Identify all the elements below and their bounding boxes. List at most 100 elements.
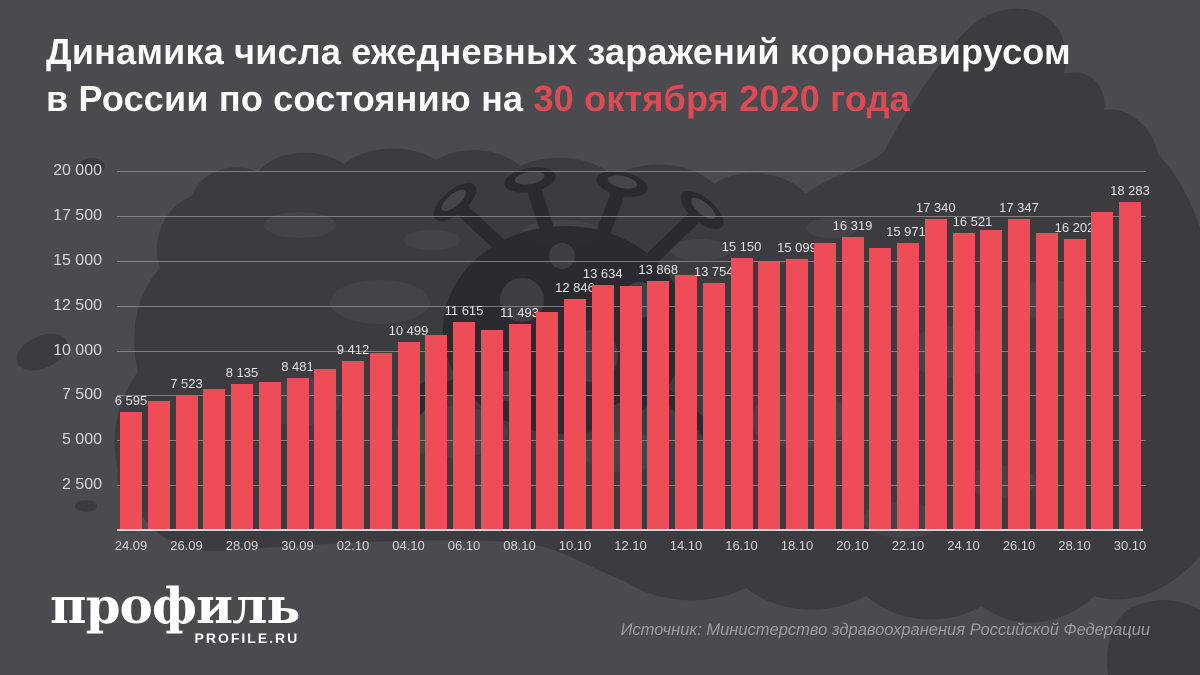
bar-08.10 <box>508 323 531 530</box>
bar-value-label: 16 521 <box>952 214 993 230</box>
gridline-17500 <box>117 215 1146 217</box>
y-tick-label: 12 500 <box>53 296 102 314</box>
bar-25.09 <box>147 400 170 530</box>
bar-24.10 <box>952 233 975 530</box>
bar-value-label: 15 971 <box>886 224 926 240</box>
bar-22.10 <box>897 243 919 530</box>
bar-value-label: 6 595 <box>114 392 148 408</box>
source-caption: Источник: Министерство здравоохранения Р… <box>620 621 1150 639</box>
bar-04.10 <box>397 341 420 530</box>
bar-30.09 <box>286 377 309 530</box>
bar-06.10 <box>453 321 475 530</box>
bar-value-label: 7 523 <box>170 375 203 391</box>
bar-03.10 <box>369 353 392 530</box>
x-tick-label: 22.10 <box>891 538 925 553</box>
x-tick-label: 02.10 <box>336 538 370 553</box>
bar-26.10 <box>1008 218 1030 530</box>
x-tick-label: 24.10 <box>947 538 980 553</box>
gridline-20000 <box>117 171 1146 172</box>
bar-15.10 <box>702 283 725 530</box>
x-tick-label: 06.10 <box>447 538 481 553</box>
y-tick-label: 2 500 <box>61 476 102 494</box>
x-tick-label: 18.10 <box>780 538 814 553</box>
bar-01.10 <box>314 369 337 530</box>
bar-27.10 <box>1035 232 1058 530</box>
bar-27.09 <box>203 388 226 530</box>
logo-ru-wordmark: профиль <box>50 576 300 635</box>
bar-21.10 <box>869 248 892 530</box>
y-tick-label: 20 000 <box>53 162 102 179</box>
x-tick-label: 28.09 <box>225 538 259 553</box>
bar-09.10 <box>536 312 559 530</box>
bar-value-label: 11 615 <box>444 302 484 318</box>
x-tick-label: 04.10 <box>392 538 425 553</box>
bar-20.10 <box>841 237 864 530</box>
bar-29.09 <box>258 382 281 530</box>
y-tick-label: 7 500 <box>61 386 102 404</box>
logo-domain: PROFILE.RU <box>194 630 300 646</box>
x-tick-label: 28.10 <box>1058 538 1091 553</box>
bar-value-label: 10 499 <box>388 322 429 338</box>
bar-11.10 <box>591 285 614 530</box>
bar-13.10 <box>647 281 670 530</box>
bar-16.10 <box>730 258 753 530</box>
title-line2-prefix: в России по состоянию на <box>46 78 524 119</box>
bar-value-label: 12 846 <box>555 280 595 296</box>
x-tick-label: 26.09 <box>170 538 203 553</box>
x-tick-label: 08.10 <box>503 538 536 553</box>
profile-logo: профиль PROFILE.RU <box>50 576 300 647</box>
x-tick-label: 20.10 <box>836 538 869 553</box>
bar-19.10 <box>813 243 836 530</box>
y-tick-label: 17 500 <box>53 206 102 224</box>
x-tick-label: 26.10 <box>1002 538 1036 553</box>
y-tick-label: 5 000 <box>61 431 102 449</box>
bar-26.09 <box>175 394 198 530</box>
bar-17.10 <box>758 262 781 530</box>
bar-02.10 <box>342 361 364 530</box>
bar-value-label: 13 868 <box>638 262 679 278</box>
bar-30.10 <box>1119 201 1141 530</box>
bar-29.10 <box>1091 211 1114 530</box>
bar-18.10 <box>786 258 808 530</box>
title-line1: Динамика числа ежедневных заражений коро… <box>46 31 1071 72</box>
x-tick-label: 24.09 <box>114 538 148 553</box>
x-tick-label: 30.10 <box>1113 538 1147 553</box>
bar-value-label: 11 493 <box>500 304 539 320</box>
x-tick-label: 16.10 <box>725 538 758 553</box>
bar-value-label: 17 347 <box>999 199 1039 215</box>
bar-23.10 <box>924 218 947 530</box>
bar-12.10 <box>619 286 642 530</box>
bar-10.10 <box>564 299 586 530</box>
bar-28.10 <box>1063 239 1086 530</box>
bar-value-label: 13 634 <box>582 266 623 282</box>
bar-value-label: 8 135 <box>225 364 259 380</box>
gridline-15000 <box>117 260 1146 262</box>
y-tick-label: 15 000 <box>53 251 102 269</box>
bar-value-label: 18 283 <box>1110 182 1150 198</box>
bar-05.10 <box>425 334 448 530</box>
bar-value-label: 15 150 <box>721 239 762 255</box>
bar-value-label: 8 481 <box>281 358 314 374</box>
title-date-highlight: 30 октября 2020 года <box>533 78 910 119</box>
bar-value-label: 16 319 <box>832 218 873 234</box>
chart-baseline <box>117 529 1143 531</box>
bar-14.10 <box>675 274 697 530</box>
bar-value-label: 17 340 <box>915 199 956 215</box>
bar-07.10 <box>480 330 503 530</box>
page-title: Динамика числа ежедневных заражений коро… <box>46 28 1071 122</box>
x-tick-label: 14.10 <box>669 538 703 553</box>
x-tick-label: 12.10 <box>614 538 647 553</box>
bar-28.09 <box>231 383 253 530</box>
bar-value-label: 16 202 <box>1054 220 1095 236</box>
bar-value-label: 15 099 <box>777 239 817 255</box>
title-line2: в России по состоянию на 30 октября 2020… <box>46 75 1071 122</box>
bar-value-label: 13 754 <box>693 264 734 280</box>
y-tick-label: 10 000 <box>53 341 102 359</box>
x-tick-label: 10.10 <box>558 538 592 553</box>
x-tick-label: 30.09 <box>281 538 314 553</box>
bar-value-label: 9 412 <box>336 342 370 358</box>
bar-24.09 <box>120 411 142 530</box>
bar-25.10 <box>980 230 1003 530</box>
